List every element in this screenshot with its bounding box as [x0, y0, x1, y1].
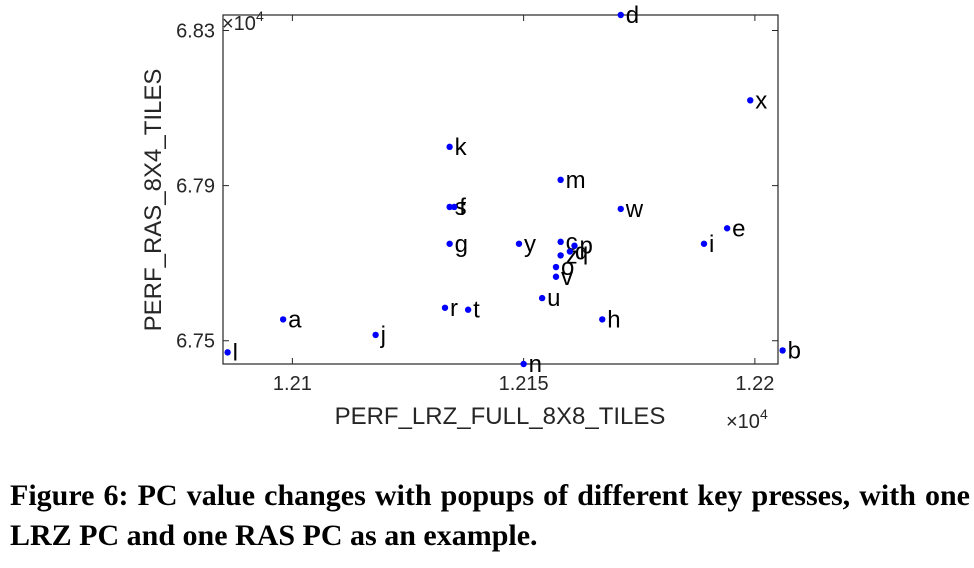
point-label-f: f: [459, 194, 466, 221]
point-label-o: o: [561, 254, 574, 281]
plot-frame: [222, 14, 779, 365]
y-exponent-power: 4: [256, 8, 264, 24]
point-label-l: l: [233, 339, 238, 366]
y-tick-label: 6.75: [176, 331, 215, 353]
data-point-x: [747, 97, 754, 104]
data-point-a: [279, 316, 287, 323]
y-axis-ticks: 6.75 6.79 6.83: [176, 21, 778, 353]
x-exponent-base: ×10: [726, 411, 760, 433]
x-axis-label: PERF_LRZ_FULL_8X8_TILES: [335, 403, 666, 430]
point-label-e: e: [732, 215, 745, 242]
data-point-p: [571, 242, 578, 249]
y-axis-label: PERF_RAS_8X4_TILES: [140, 69, 167, 332]
plot-area: [222, 14, 779, 365]
point-label-u: u: [547, 285, 560, 312]
point-label-p: p: [580, 233, 593, 260]
point-label-g: g: [455, 231, 468, 258]
data-point-t: [464, 306, 472, 313]
data-point-n: [520, 360, 527, 368]
point-label-j: j: [380, 322, 386, 349]
data-point-b: [779, 347, 786, 354]
x-tick-label: 1.21: [273, 373, 312, 395]
point-label-x: x: [755, 87, 767, 114]
point-label-r: r: [450, 295, 458, 322]
data-point-i: [700, 240, 708, 247]
x-exponent-label: ×104: [726, 406, 768, 433]
scatter-chart: 1.21 1.215 1.22 6.75 6.79 6.83 l a j r t sf k g y n u m…: [140, 2, 801, 433]
data-point-u: [538, 294, 546, 302]
data-point-c: [557, 238, 564, 246]
point-label-w: w: [625, 196, 644, 223]
data-point-l: [224, 349, 231, 356]
data-point-f: [451, 203, 458, 211]
y-exponent-label: ×104: [222, 8, 264, 35]
x-tick-label: 1.22: [735, 373, 774, 395]
data-point-e: [723, 225, 731, 232]
point-label-v: v: [561, 264, 573, 291]
data-point-w: [617, 205, 624, 213]
data-point-d: [617, 11, 624, 19]
y-tick-label: 6.83: [176, 21, 215, 43]
point-label-b: b: [788, 337, 801, 364]
data-point-v: [552, 273, 560, 280]
x-tick-label: 1.215: [499, 373, 549, 395]
data-point-o: [552, 263, 560, 271]
y-tick-label: 6.79: [176, 176, 215, 198]
point-label-t: t: [473, 297, 480, 324]
point-label-a: a: [288, 306, 302, 333]
point-label-k: k: [455, 134, 468, 161]
point-label-n: n: [529, 351, 542, 378]
data-point-h: [599, 316, 606, 323]
point-label-y: y: [524, 231, 536, 258]
point-label-s: s: [455, 194, 467, 221]
x-exponent-power: 4: [760, 406, 768, 422]
data-point-q: [566, 248, 574, 255]
x-axis-ticks: 1.21 1.215 1.22: [273, 15, 774, 395]
point-label-q: q: [575, 239, 588, 266]
point-label-i: i: [709, 231, 714, 258]
data-point-r: [441, 304, 449, 311]
data-point-j: [372, 331, 379, 339]
data-point-z: [557, 252, 564, 259]
point-label-m: m: [566, 167, 586, 194]
data-point-y: [515, 240, 523, 247]
data-point-m: [557, 176, 564, 184]
y-exponent-base: ×10: [222, 13, 256, 35]
data-point-s: [446, 203, 453, 211]
point-label-h: h: [607, 306, 620, 333]
data-point-k: [446, 143, 453, 151]
data-point-g: [446, 240, 453, 247]
figure-caption: Figure 6: PC value changes with popups o…: [10, 479, 970, 552]
point-label-d: d: [626, 2, 639, 29]
